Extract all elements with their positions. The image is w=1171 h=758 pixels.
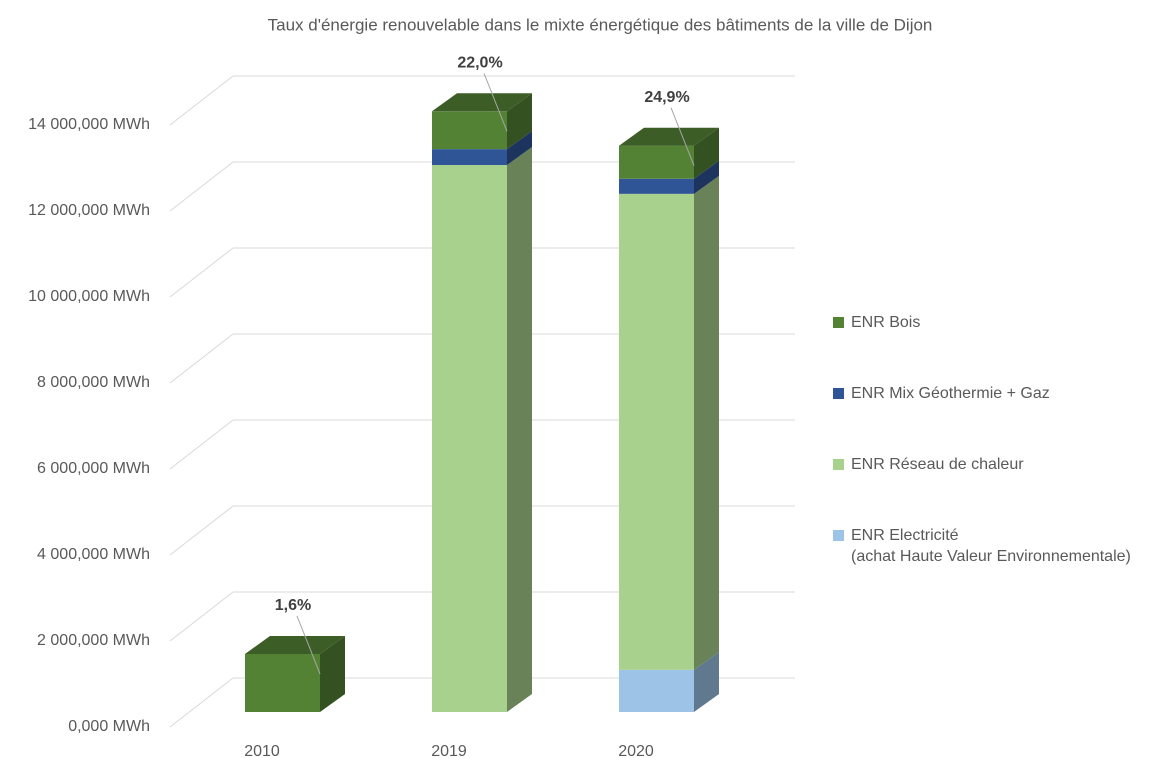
bar-side [694,175,719,670]
bar-segment [619,193,694,670]
grid-line [169,333,234,384]
grid-line [169,161,234,212]
bar-segment [619,669,694,712]
bar-segment [432,111,507,150]
bar-top [245,635,345,654]
bar-side [507,131,532,166]
y-tick-label: 4 000,000 MWh [37,546,150,563]
y-tick-label: 2 000,000 MWh [37,632,150,649]
legend-swatch [833,459,844,470]
bar-side [694,127,719,179]
legend-item: ENR Mix Géothermie + Gaz [833,383,1050,404]
bar-side [694,651,719,712]
legend-swatch [833,530,844,541]
bar-side [507,93,532,150]
x-tick-label: 2020 [618,743,654,758]
legend-label: ENR Réseau de chaleur [851,456,1024,473]
y-tick-label: 6 000,000 MWh [37,460,150,477]
share-label: 24,9% [644,89,689,106]
grid-line [169,247,234,298]
chart-title: Taux d'énergie renouvelable dans le mixt… [268,15,933,34]
leader-line [483,73,508,132]
grid-line [169,591,234,642]
y-tick-label: 12 000,000 MWh [28,202,150,219]
bar-segment [619,145,694,179]
grid-line [169,677,234,728]
bar-side [320,635,345,712]
legend-label: ENR Mix Géothermie + Gaz [851,385,1050,402]
grid-line [169,75,234,126]
share-label: 1,6% [275,597,311,614]
leader-line [296,615,321,675]
legend-item: ENR Electricité (achat Haute Valeur Envi… [833,525,1131,567]
legend-swatch [833,317,844,328]
legend-label: ENR Bois [851,314,921,331]
bar-side [507,147,532,713]
bar-segment [432,165,507,713]
y-tick-label: 8 000,000 MWh [37,374,150,391]
y-tick-label: 10 000,000 MWh [28,288,150,305]
bar-segment [245,653,320,712]
grid-line [169,419,234,470]
legend-item: ENR Bois [833,312,920,333]
share-label: 22,0% [457,55,502,72]
y-tick-label: 14 000,000 MWh [28,116,150,133]
bar-top [619,127,719,146]
leader-line [670,107,695,166]
legend-label: ENR Electricité (achat Haute Valeur Envi… [851,527,1131,565]
x-tick-label: 2010 [244,743,280,758]
grid-line [169,505,234,556]
bar-segment [432,149,507,166]
bar-segment [619,178,694,194]
legend-item: ENR Réseau de chaleur [833,454,1024,475]
bar-side [694,160,719,194]
y-tick-label: 0,000 MWh [68,718,150,735]
legend-swatch [833,388,844,399]
x-tick-label: 2019 [431,743,467,758]
bar-top [432,93,532,112]
